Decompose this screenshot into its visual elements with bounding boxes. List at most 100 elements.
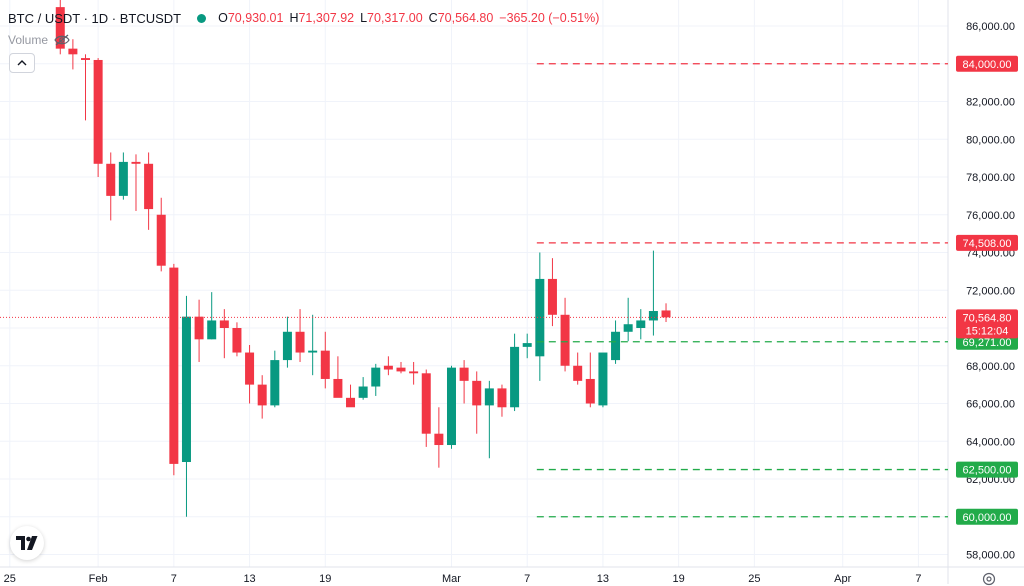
collapse-legend-button[interactable] — [9, 53, 35, 73]
candle-body — [598, 352, 608, 406]
candle-body — [535, 278, 545, 357]
price-line-label-bg — [956, 234, 1018, 251]
y-tick-label: 72,000.00 — [966, 285, 1015, 297]
candle-up — [308, 314, 318, 376]
candle-body — [282, 331, 292, 361]
x-tick-label: Mar — [442, 573, 461, 584]
candle-body — [434, 433, 444, 446]
candle-up — [181, 295, 191, 517]
x-tick-label: Apr — [834, 573, 851, 584]
candle-body — [219, 320, 229, 328]
candle-up — [510, 333, 520, 412]
candle-up — [446, 365, 456, 449]
symbol-title[interactable]: BTC / USDT · 1D · BTCUSDT — [8, 10, 182, 26]
candle-down — [144, 152, 154, 230]
price-line-label: 62,500.00 — [956, 461, 1018, 478]
candle-down — [55, 0, 65, 55]
price-labels-layer: 84,000.00 74,508.00 69,271.00 62,500.00 60,0… — [956, 55, 1018, 525]
candle-body — [207, 320, 217, 340]
candle-body — [257, 384, 267, 406]
candle-body — [169, 267, 179, 464]
candle-body — [383, 365, 393, 370]
high-key: H — [289, 11, 299, 25]
candle-down — [333, 356, 343, 398]
candle-body — [371, 367, 381, 387]
volume-label: Volume — [8, 33, 49, 47]
candle-down — [497, 384, 507, 417]
candle-down — [346, 384, 356, 408]
candle-down — [396, 361, 406, 374]
candle-body — [623, 324, 633, 332]
candle-body — [661, 310, 671, 318]
candle-body — [295, 331, 305, 353]
time-axis[interactable]: 25 Feb 7 13 19 Mar 7 13 19 25 Apr 7 — [4, 573, 922, 584]
price-line-label-bg — [956, 508, 1018, 525]
candle-down — [245, 344, 255, 404]
low-key: L — [360, 11, 368, 25]
candle-down — [131, 154, 141, 211]
candle-down — [573, 352, 583, 385]
open-key: O — [218, 11, 228, 25]
price-line-label-text: 62,500.00 — [963, 465, 1012, 477]
candle-body — [232, 328, 242, 353]
candle-body — [358, 386, 368, 398]
candle-down — [434, 407, 444, 468]
change-value: −365.20 (−0.51%) — [499, 11, 600, 25]
tradingview-logo[interactable] — [10, 526, 44, 560]
candle-down — [194, 299, 204, 362]
candle-body — [131, 161, 141, 164]
candle-down — [560, 297, 570, 372]
x-tick-label: 7 — [524, 573, 530, 584]
x-tick-label: 13 — [597, 573, 609, 584]
candle-up — [358, 377, 368, 400]
candle-body — [522, 343, 532, 347]
x-tick-label: 25 — [4, 573, 16, 584]
price-axis[interactable]: 86,000.00 84,000.00 82,000.00 80,000.00 78,0… — [966, 21, 1015, 562]
high-value: 71,307.92 — [298, 11, 355, 25]
candle-down — [459, 360, 469, 404]
candle-body — [93, 59, 103, 164]
candle-down — [472, 371, 482, 434]
candle-body — [446, 367, 456, 446]
candle-down — [383, 356, 393, 376]
candle-body — [144, 163, 154, 210]
candle-up — [207, 292, 217, 340]
price-line-label-text: 84,000.00 — [963, 59, 1012, 71]
candle-body — [81, 58, 91, 60]
candle-body — [484, 388, 494, 406]
candle-body — [409, 371, 419, 374]
candle-up — [371, 363, 381, 396]
y-tick-label: 82,000.00 — [966, 97, 1015, 109]
candle-body — [573, 365, 583, 381]
y-tick-label: 80,000.00 — [966, 134, 1015, 146]
chart-legend: BTC / USDT · 1D · BTCUSDT O 70,930.01 H 71… — [8, 9, 605, 27]
y-tick-label: 76,000.00 — [966, 210, 1015, 222]
price-line-label: 74,508.00 — [956, 234, 1018, 251]
candle-up — [636, 309, 646, 340]
low-value: 70,317.00 — [367, 11, 423, 25]
candle-down — [219, 309, 229, 359]
candle-body — [497, 388, 507, 408]
candle-body — [320, 350, 330, 379]
candle-down — [661, 303, 671, 323]
candle-body — [585, 378, 595, 404]
candle-up — [118, 152, 128, 200]
candle-body — [459, 367, 469, 381]
price-lines-layer — [0, 63, 948, 518]
last-price-label-bg — [956, 309, 1018, 339]
close-key: C — [428, 11, 438, 25]
candle-body — [245, 352, 255, 385]
candle-body — [55, 7, 65, 49]
eye-off-icon[interactable] — [54, 34, 70, 46]
candle-body — [346, 397, 356, 408]
candle-body — [156, 214, 166, 266]
candle-down — [81, 54, 91, 121]
x-tick-label: 25 — [748, 573, 760, 584]
candle-body — [270, 360, 280, 406]
candle-up — [535, 252, 545, 381]
price-line-label-text: 74,508.00 — [963, 238, 1012, 250]
candle-body — [648, 311, 658, 321]
candle-down — [68, 39, 78, 70]
